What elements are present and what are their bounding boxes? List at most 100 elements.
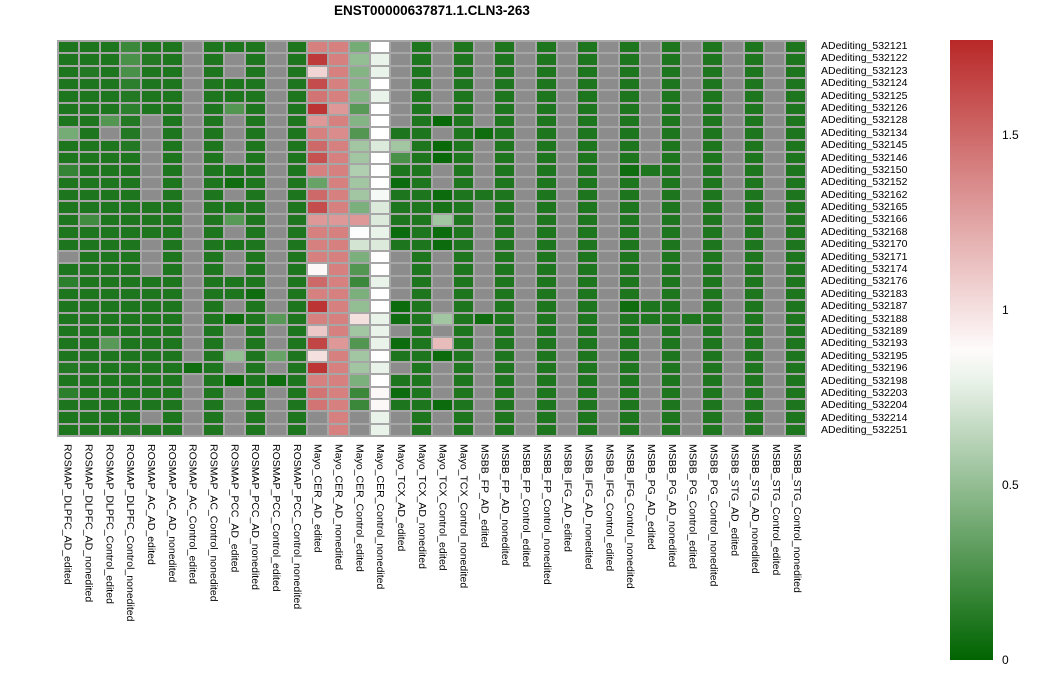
heatmap-cell — [412, 153, 431, 164]
col-label: Mayo_CER_Control_nonedited — [374, 444, 387, 590]
heatmap-cell — [765, 42, 785, 53]
heatmap-cell — [287, 362, 307, 374]
col-label: Mayo_CER_AD_edited — [311, 444, 324, 553]
heatmap-cell — [204, 190, 224, 201]
heatmap-cell — [79, 424, 99, 435]
heatmap-cell — [246, 325, 265, 337]
heatmap-cell — [661, 399, 681, 411]
heatmap-cell — [246, 251, 265, 263]
heatmap-cell — [620, 227, 639, 238]
heatmap-cell — [765, 338, 785, 349]
heatmap-cell — [370, 214, 390, 226]
heatmap-cell — [536, 338, 556, 349]
heatmap-cell — [121, 350, 141, 361]
heatmap-cell — [349, 399, 369, 411]
heatmap-cell — [329, 338, 348, 349]
heatmap-cell — [204, 424, 224, 435]
heatmap-cell — [765, 313, 785, 324]
heatmap-cell — [391, 79, 411, 90]
heatmap-cell — [308, 276, 328, 287]
heatmap-cell — [308, 251, 328, 263]
heatmap-cell — [183, 227, 203, 238]
heatmap-cell — [204, 165, 224, 176]
heatmap-cell — [516, 227, 535, 238]
heatmap-cell — [287, 412, 307, 423]
heatmap-cell — [495, 375, 515, 386]
heatmap-cell — [162, 325, 182, 337]
heatmap-cell — [349, 190, 369, 201]
heatmap-cell — [59, 251, 78, 263]
heatmap-cell — [723, 251, 743, 263]
heatmap-cell — [308, 424, 328, 435]
heatmap-cell — [308, 140, 328, 152]
heatmap-cell — [412, 276, 431, 287]
heatmap-cell — [183, 165, 203, 176]
heatmap-cell — [183, 66, 203, 78]
heatmap-cell — [433, 202, 452, 213]
heatmap-cell — [516, 91, 535, 102]
heatmap-cell — [786, 177, 805, 189]
heatmap-cell — [661, 214, 681, 226]
heatmap-cell — [412, 350, 431, 361]
heatmap-cell — [765, 116, 785, 127]
heatmap-cell — [744, 140, 764, 152]
heatmap-cell — [183, 103, 203, 115]
heatmap-cell — [100, 239, 120, 250]
heatmap-cell — [661, 362, 681, 374]
heatmap-cell — [121, 338, 141, 349]
heatmap-cell — [412, 239, 431, 250]
heatmap-cell — [765, 264, 785, 275]
heatmap-cell — [287, 239, 307, 250]
heatmap-cell — [100, 375, 120, 386]
heatmap-cell — [183, 412, 203, 423]
heatmap-cell — [723, 177, 743, 189]
heatmap-cell — [516, 214, 535, 226]
heatmap-cell — [557, 399, 577, 411]
heatmap-cell — [703, 375, 722, 386]
heatmap-cell — [723, 399, 743, 411]
heatmap-cell — [287, 276, 307, 287]
heatmap-cell — [495, 79, 515, 90]
heatmap-cell — [121, 313, 141, 324]
heatmap-cell — [225, 412, 244, 423]
heatmap-cell — [578, 153, 598, 164]
heatmap-cell — [162, 91, 182, 102]
heatmap-cell — [516, 116, 535, 127]
heatmap-cell — [308, 412, 328, 423]
heatmap-cell — [204, 288, 224, 300]
heatmap-cell — [391, 42, 411, 53]
heatmap-cell — [516, 79, 535, 90]
heatmap-cell — [640, 227, 660, 238]
heatmap-cell — [121, 202, 141, 213]
heatmap-cell — [703, 177, 722, 189]
heatmap-cell — [495, 399, 515, 411]
heatmap-cell — [100, 153, 120, 164]
heatmap-cell — [557, 177, 577, 189]
heatmap-cell — [516, 165, 535, 176]
heatmap-cell — [412, 190, 431, 201]
heatmap-cell — [266, 301, 286, 312]
heatmap-cell — [204, 42, 224, 53]
heatmap-cell — [142, 375, 161, 386]
row-label: ADediting_532134 — [821, 126, 908, 139]
heatmap-cell — [557, 412, 577, 423]
heatmap-cell — [599, 66, 618, 78]
heatmap-cell — [682, 387, 702, 398]
heatmap-cell — [225, 350, 244, 361]
heatmap-cell — [640, 91, 660, 102]
heatmap-cell — [786, 140, 805, 152]
heatmap-cell — [516, 251, 535, 263]
heatmap-cell — [121, 362, 141, 374]
heatmap-cell — [744, 288, 764, 300]
heatmap-cell — [640, 399, 660, 411]
heatmap-cell — [453, 42, 473, 53]
heatmap-cell — [786, 424, 805, 435]
heatmap-cell — [391, 387, 411, 398]
heatmap-cell — [765, 301, 785, 312]
heatmap-cell — [661, 153, 681, 164]
heatmap-cell — [142, 103, 161, 115]
heatmap-cell — [59, 103, 78, 115]
heatmap-cell — [703, 91, 722, 102]
heatmap-cell — [765, 214, 785, 226]
heatmap-cell — [640, 190, 660, 201]
